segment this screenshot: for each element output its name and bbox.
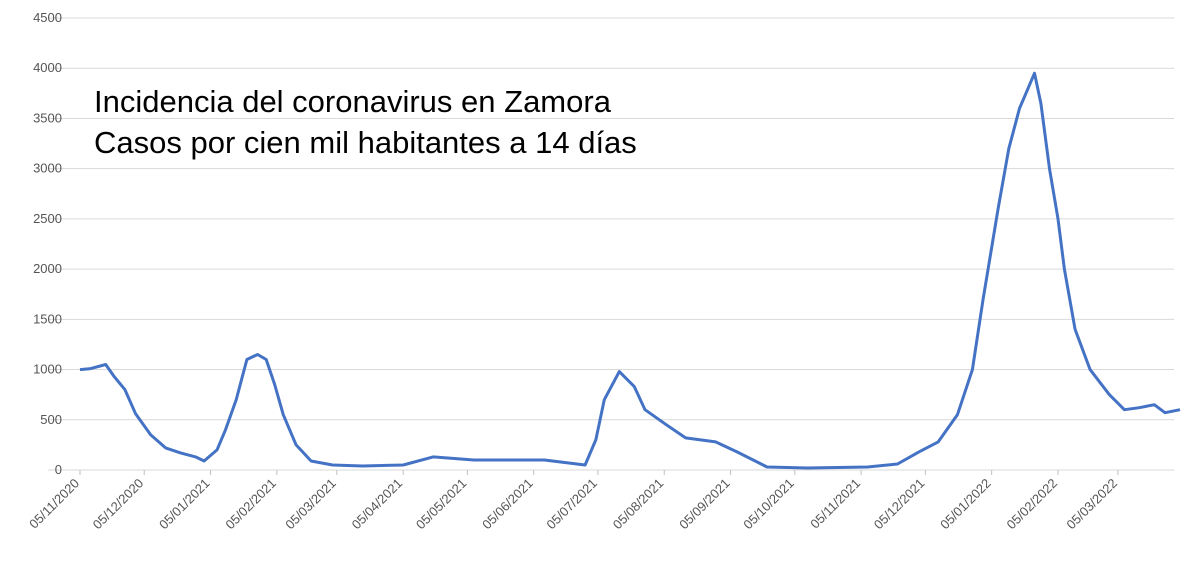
y-tick-label: 4000 [33, 60, 62, 75]
x-tick-label: 05/07/2021 [543, 476, 600, 533]
chart-subtitle: Casos por cien mil habitantes a 14 días [94, 125, 637, 160]
y-tick-label: 3000 [33, 161, 62, 176]
x-tick-label: 05/01/2022 [937, 476, 994, 533]
y-tick-label: 0 [55, 462, 62, 477]
x-tick-label: 05/02/2022 [1004, 476, 1061, 533]
x-tick-label: 05/04/2021 [349, 476, 406, 533]
x-tick-label: 05/12/2021 [871, 476, 928, 533]
x-tick-label: 05/10/2021 [740, 476, 797, 533]
y-tick-label: 4500 [33, 10, 62, 25]
x-tick-label: 05/11/2020 [26, 476, 82, 532]
x-tick-label: 05/11/2021 [807, 476, 863, 532]
x-tick-label: 05/06/2021 [479, 476, 536, 533]
x-tick-label: 05/03/2021 [282, 476, 339, 533]
x-tick-label: 05/05/2021 [413, 476, 470, 533]
x-tick-label: 05/08/2021 [610, 476, 667, 533]
x-tick-label: 05/09/2021 [676, 476, 733, 533]
x-tick-label: 05/03/2022 [1063, 476, 1120, 533]
y-tick-label: 1000 [33, 362, 62, 377]
y-tick-label: 1500 [33, 311, 62, 326]
x-tick-label: 05/01/2021 [156, 476, 213, 533]
y-tick-label: 500 [40, 412, 62, 427]
x-tick-label: 05/12/2020 [90, 476, 147, 533]
chart-title: Incidencia del coronavirus en Zamora [94, 84, 612, 119]
x-tick-label: 05/02/2021 [222, 476, 279, 533]
y-tick-label: 2500 [33, 211, 62, 226]
y-tick-label: 3500 [33, 110, 62, 125]
data-line [79, 71, 1181, 470]
y-tick-label: 2000 [33, 261, 62, 276]
